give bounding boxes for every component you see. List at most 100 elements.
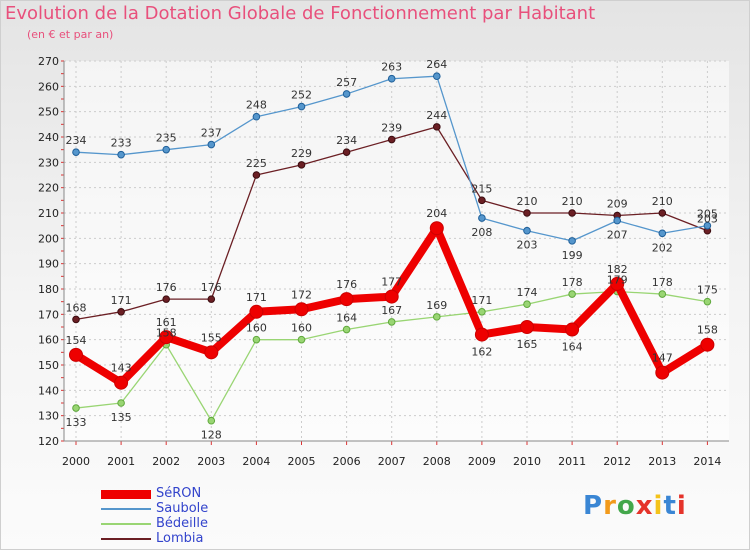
data-point-seron (520, 320, 534, 334)
x-tick-label: 2000 (62, 455, 90, 468)
legend-swatch-saubole (101, 508, 151, 510)
data-point-lombia (207, 295, 216, 303)
x-tick-label: 2007 (378, 455, 406, 468)
data-label-lombia: 210 (652, 195, 673, 208)
series-seron (69, 221, 715, 390)
data-label-saubole: 202 (652, 241, 673, 254)
data-point-saubole (433, 72, 441, 80)
data-point-lombia (387, 135, 396, 144)
data-point-bedeille (117, 399, 125, 407)
data-label-bedeille: 167 (381, 304, 402, 317)
x-tick-label: 2004 (242, 455, 270, 468)
data-label-lombia: 171 (111, 294, 132, 307)
data-label-seron: 147 (652, 352, 673, 365)
data-label-lombia: 234 (336, 134, 357, 147)
data-label-saubole: 235 (156, 132, 177, 145)
legend-swatch-bedeille (101, 523, 151, 525)
data-label-saubole: 233 (111, 137, 132, 150)
data-label-bedeille: 158 (156, 327, 177, 340)
data-point-lombia (162, 295, 170, 303)
data-label-bedeille: 135 (111, 411, 132, 424)
y-tick-label: 270 (38, 55, 59, 68)
data-point-saubole (613, 216, 622, 225)
logo-letter: t (663, 491, 677, 521)
data-point-seron (610, 276, 625, 291)
data-point-lombia (433, 123, 441, 131)
data-point-saubole (207, 140, 216, 149)
data-point-bedeille (658, 290, 667, 298)
data-point-lombia (342, 148, 351, 156)
legend-label-lombia: Lombia (156, 531, 204, 546)
data-point-saubole (252, 112, 261, 121)
data-point-lombia (523, 209, 531, 217)
data-label-lombia: 210 (517, 195, 538, 208)
data-point-bedeille (478, 308, 486, 316)
data-point-bedeille (252, 335, 261, 344)
data-point-bedeille (433, 313, 441, 321)
x-tick-label: 2002 (152, 455, 180, 468)
data-label-seron: 177 (381, 276, 402, 289)
y-tick-label: 170 (38, 308, 59, 321)
legend-swatch-seron (101, 489, 151, 499)
y-tick-label: 240 (38, 131, 59, 144)
data-label-saubole: 207 (607, 229, 628, 242)
x-tick-label: 2008 (423, 455, 451, 468)
legend-label-bedeille: Bédeille (156, 516, 208, 531)
data-point-saubole (162, 145, 170, 154)
data-label-bedeille: 164 (336, 312, 357, 325)
data-point-saubole (703, 221, 712, 230)
data-point-lombia (478, 196, 486, 205)
data-label-bedeille: 175 (697, 284, 718, 297)
data-point-seron (114, 375, 129, 390)
data-point-seron (655, 365, 670, 380)
data-point-bedeille (297, 335, 306, 344)
data-label-seron: 158 (697, 324, 718, 337)
data-label-saubole: 205 (697, 208, 718, 221)
data-point-lombia (252, 171, 261, 179)
y-tick-label: 230 (38, 156, 59, 169)
data-label-saubole: 208 (471, 226, 492, 239)
x-tick-label: 2013 (648, 455, 676, 468)
y-tick-label: 120 (38, 435, 59, 448)
x-tick-label: 2006 (333, 455, 361, 468)
x-tick-label: 2003 (197, 455, 225, 468)
y-tick-label: 160 (38, 334, 59, 347)
data-point-saubole (342, 90, 351, 98)
data-point-saubole (72, 148, 80, 156)
data-label-lombia: 244 (426, 109, 447, 122)
data-point-bedeille (703, 297, 712, 306)
logo-letter: o (616, 491, 636, 521)
x-tick-label: 2005 (288, 455, 316, 468)
data-point-lombia (117, 308, 125, 316)
x-tick-label: 2010 (513, 455, 541, 468)
chart-title: Evolution de la Dotation Globale de Fonc… (5, 3, 596, 24)
logo-letter: P (583, 491, 604, 521)
data-point-saubole (117, 150, 125, 159)
series-saubole (72, 72, 712, 245)
data-point-bedeille (568, 290, 576, 298)
data-point-bedeille (207, 416, 216, 425)
data-point-bedeille (387, 318, 396, 326)
data-label-bedeille: 160 (246, 322, 267, 335)
data-label-saubole: 252 (291, 89, 312, 102)
y-tick-label: 190 (38, 258, 59, 271)
data-point-lombia (568, 209, 576, 217)
legend-label-seron: SéRON (156, 486, 202, 501)
y-tick-label: 140 (38, 384, 59, 397)
data-point-seron (339, 292, 354, 307)
data-label-bedeille: 178 (562, 276, 583, 289)
data-point-saubole (297, 102, 306, 111)
data-point-saubole (568, 237, 576, 245)
data-point-saubole (387, 74, 396, 83)
y-tick-label: 180 (38, 283, 59, 296)
data-point-bedeille (523, 300, 531, 309)
y-tick-label: 150 (38, 359, 59, 372)
data-label-lombia: 168 (66, 301, 87, 314)
data-label-seron: 164 (562, 341, 583, 354)
data-label-lombia: 239 (381, 122, 402, 135)
y-tick-label: 210 (38, 207, 59, 220)
data-label-saubole: 248 (246, 99, 267, 112)
data-label-lombia: 209 (607, 198, 628, 211)
data-label-seron: 172 (291, 288, 312, 301)
